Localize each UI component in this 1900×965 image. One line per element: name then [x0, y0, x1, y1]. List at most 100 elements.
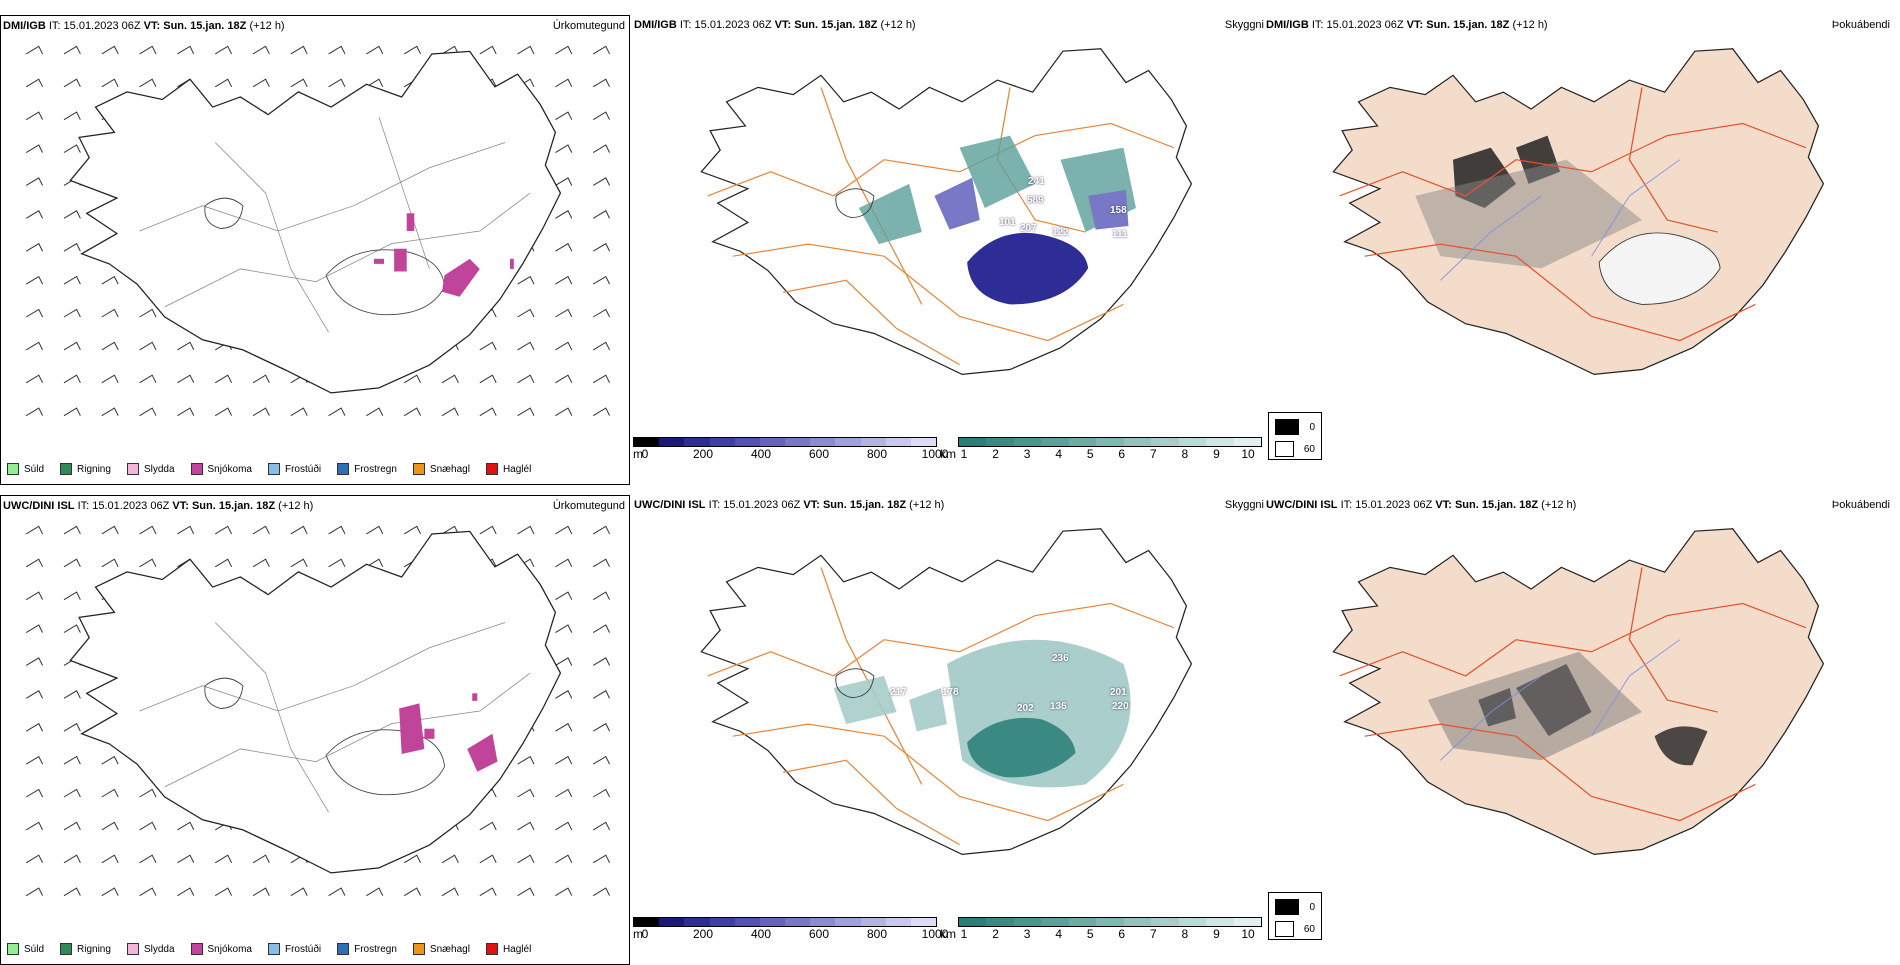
- colorbar-tick-label: 1000: [921, 447, 949, 461]
- legend-label: Haglél: [502, 463, 532, 475]
- wind-barb: [517, 407, 535, 417]
- wind-barb: [25, 177, 44, 186]
- wind-barb: [101, 374, 119, 384]
- legend-label: Frostregn: [354, 943, 397, 955]
- wind-barb: [63, 591, 81, 601]
- legend-label: Súld: [24, 943, 45, 955]
- wind-barb: [101, 821, 119, 831]
- wind-barb: [214, 407, 233, 417]
- colorbar-segment: [910, 918, 937, 926]
- iceland-visibility-map: [700, 48, 1193, 375]
- precip-legend-item: Frostúði: [267, 943, 321, 955]
- wind-barb: [555, 624, 573, 634]
- colorbar-segment: [860, 918, 886, 926]
- wind-barb: [177, 887, 195, 897]
- wind-barb: [252, 374, 270, 384]
- wind-barb: [139, 558, 157, 568]
- colorbar-tick-label: 2: [992, 447, 999, 461]
- colorbar-segment: [1151, 918, 1179, 926]
- precip-legend-item: Haglél: [485, 463, 532, 475]
- wind-barb: [592, 111, 611, 121]
- wind-barb: [63, 887, 81, 897]
- colorbar-segment: [1013, 918, 1042, 926]
- wind-barb: [101, 755, 119, 765]
- vis-label: 217: [890, 687, 907, 698]
- colorbar-tick-label: 5: [1086, 447, 1094, 461]
- wind-barb: [592, 755, 611, 765]
- wind-barb: [63, 407, 81, 417]
- wind-barb: [517, 275, 535, 285]
- wind-barb: [403, 45, 422, 55]
- iceland-visibility-map: [700, 528, 1193, 855]
- colorbar-segment: [734, 918, 760, 926]
- wind-barb: [63, 821, 81, 831]
- wind-barb: [214, 45, 233, 55]
- wind-barb: [479, 374, 497, 384]
- wind-barb: [479, 525, 497, 535]
- wind-barb: [214, 854, 233, 864]
- colorbar-segment: [709, 438, 735, 446]
- wind-barb: [328, 887, 346, 897]
- visibility-km-colorbar-top: [958, 437, 1262, 447]
- unit-m: m: [633, 927, 643, 941]
- wind-barb: [139, 854, 157, 864]
- wind-barb: [101, 341, 119, 351]
- precip-legend-item: Frostregn: [337, 943, 397, 955]
- wind-barb: [25, 242, 44, 252]
- precip-legend-item: Snjókoma: [190, 943, 252, 955]
- wind-barb: [25, 657, 44, 666]
- wind-barb: [177, 407, 195, 417]
- wind-barb: [63, 755, 81, 765]
- panel-title: Skyggni: [1224, 19, 1264, 31]
- colorbar-segment: [684, 438, 710, 446]
- wind-barb: [290, 525, 308, 535]
- wind-barb: [592, 657, 611, 666]
- colorbar-segment: [810, 438, 836, 446]
- colorbar-segment: [659, 918, 685, 926]
- vis-label: 202: [1017, 703, 1034, 714]
- iceland-fog-map: [1332, 528, 1825, 855]
- wind-barb: [517, 887, 535, 897]
- wind-barb: [328, 407, 346, 417]
- wind-barb: [252, 45, 270, 55]
- colorbar-segment: [1096, 918, 1124, 926]
- legend-label: Haglél: [502, 943, 532, 955]
- wind-barb: [214, 374, 233, 384]
- wind-barb: [101, 275, 119, 285]
- panel-header: UWC/DINI ISL IT: 15.01.2023 06Z VT: Sun.…: [1266, 499, 1577, 511]
- panel-title: Skyggni: [1224, 499, 1264, 511]
- colorbar-segment: [986, 918, 1014, 926]
- wind-barb: [101, 45, 119, 55]
- wind-barb: [63, 854, 81, 864]
- wind-barb: [25, 755, 44, 765]
- wind-barb: [555, 657, 573, 666]
- wind-barb: [101, 887, 119, 897]
- wind-barb: [252, 78, 270, 88]
- panel-header: DMI/IGB IT: 15.01.2023 06Z VT: Sun. 15.j…: [634, 19, 916, 31]
- precip-legend-item: Frostúði: [267, 463, 321, 475]
- colorbar-tick-label: 8: [1181, 447, 1189, 461]
- panel-title: Úrkomutegund: [552, 20, 625, 32]
- wind-barb: [63, 45, 81, 55]
- wind-barb: [63, 111, 81, 121]
- colorbar-segment: [1206, 918, 1234, 926]
- legend-swatch: [190, 463, 203, 475]
- precip-legend-item: Súld: [7, 463, 44, 475]
- wind-barb: [517, 374, 535, 384]
- wind-barb: [290, 407, 308, 417]
- visibility-m-colorbar-top: [633, 437, 937, 447]
- wind-barb: [177, 374, 195, 384]
- wind-barb: [592, 407, 611, 417]
- wind-barb: [63, 624, 81, 634]
- wind-barb: [214, 558, 233, 568]
- fog-legend-item: 60: [1275, 921, 1315, 937]
- wind-barb: [63, 144, 81, 154]
- legend-swatch: [267, 943, 280, 955]
- wind-barb: [25, 111, 44, 121]
- panel-header: DMI/IGB IT: 15.01.2023 06Z VT: Sun. 15.j…: [1266, 19, 1548, 31]
- wind-barb: [555, 690, 573, 699]
- colorbar-segment: [1013, 438, 1042, 446]
- wind-barb: [25, 407, 44, 417]
- wind-barb: [328, 525, 346, 535]
- colorbar-segment: [885, 438, 911, 446]
